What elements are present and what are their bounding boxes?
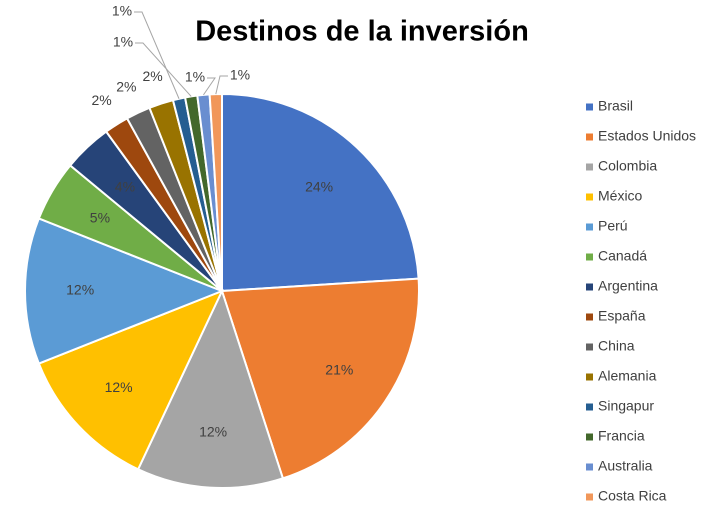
data-label: 1% bbox=[185, 69, 205, 85]
legend-swatch bbox=[586, 343, 593, 351]
legend-swatch bbox=[586, 193, 593, 201]
data-label: 12% bbox=[66, 282, 94, 298]
pie-slice bbox=[220, 277, 420, 480]
legend-swatch bbox=[586, 253, 593, 261]
data-label: 24% bbox=[305, 178, 333, 194]
legend-swatch bbox=[586, 493, 593, 501]
pie-slice bbox=[221, 92, 420, 293]
legend-label: Costa Rica bbox=[598, 488, 667, 504]
legend-label: Francia bbox=[598, 428, 645, 444]
legend-label: Australia bbox=[598, 458, 653, 474]
legend-swatch bbox=[586, 163, 593, 171]
data-label: 4% bbox=[115, 178, 135, 194]
leader-line bbox=[134, 11, 180, 99]
leader-line bbox=[135, 42, 192, 97]
leader-line bbox=[203, 77, 216, 96]
legend-label: Singapur bbox=[598, 398, 654, 414]
data-label: 21% bbox=[325, 361, 353, 377]
legend-label: Brasil bbox=[598, 98, 633, 114]
data-label: 1% bbox=[230, 67, 250, 83]
pie-slice bbox=[24, 217, 225, 365]
legend-label: España bbox=[598, 308, 646, 324]
data-label: 2% bbox=[91, 92, 111, 108]
legend-swatch bbox=[586, 403, 593, 411]
legend-label: Estados Unidos bbox=[598, 128, 696, 144]
pie-slice bbox=[208, 92, 223, 292]
legend-label: Colombia bbox=[598, 158, 657, 174]
legend-swatch bbox=[586, 283, 593, 291]
legend-label: China bbox=[598, 338, 635, 354]
legend-swatch bbox=[586, 133, 593, 141]
data-label: 12% bbox=[105, 379, 133, 395]
legend-label: México bbox=[598, 188, 643, 204]
legend-swatch bbox=[586, 463, 593, 471]
legend-label: Perú bbox=[598, 218, 628, 234]
data-label: 2% bbox=[142, 68, 162, 84]
leader-line bbox=[215, 75, 228, 95]
pie-slice bbox=[136, 288, 285, 489]
data-label: 5% bbox=[90, 210, 110, 226]
legend-label: Alemania bbox=[598, 368, 657, 384]
legend-label: Canadá bbox=[598, 248, 647, 264]
data-label: 1% bbox=[112, 3, 132, 19]
legend-swatch bbox=[586, 373, 593, 381]
data-label: 12% bbox=[199, 423, 227, 439]
legend-swatch bbox=[586, 103, 593, 111]
pie-slice bbox=[37, 289, 224, 471]
legend-swatch bbox=[586, 223, 593, 231]
data-label: 1% bbox=[113, 34, 133, 50]
legend-swatch bbox=[586, 433, 593, 441]
chart-title: Destinos de la inversión bbox=[195, 16, 529, 48]
data-label: 2% bbox=[116, 78, 136, 94]
legend-swatch bbox=[586, 313, 593, 321]
legend-label: Argentina bbox=[598, 278, 658, 294]
